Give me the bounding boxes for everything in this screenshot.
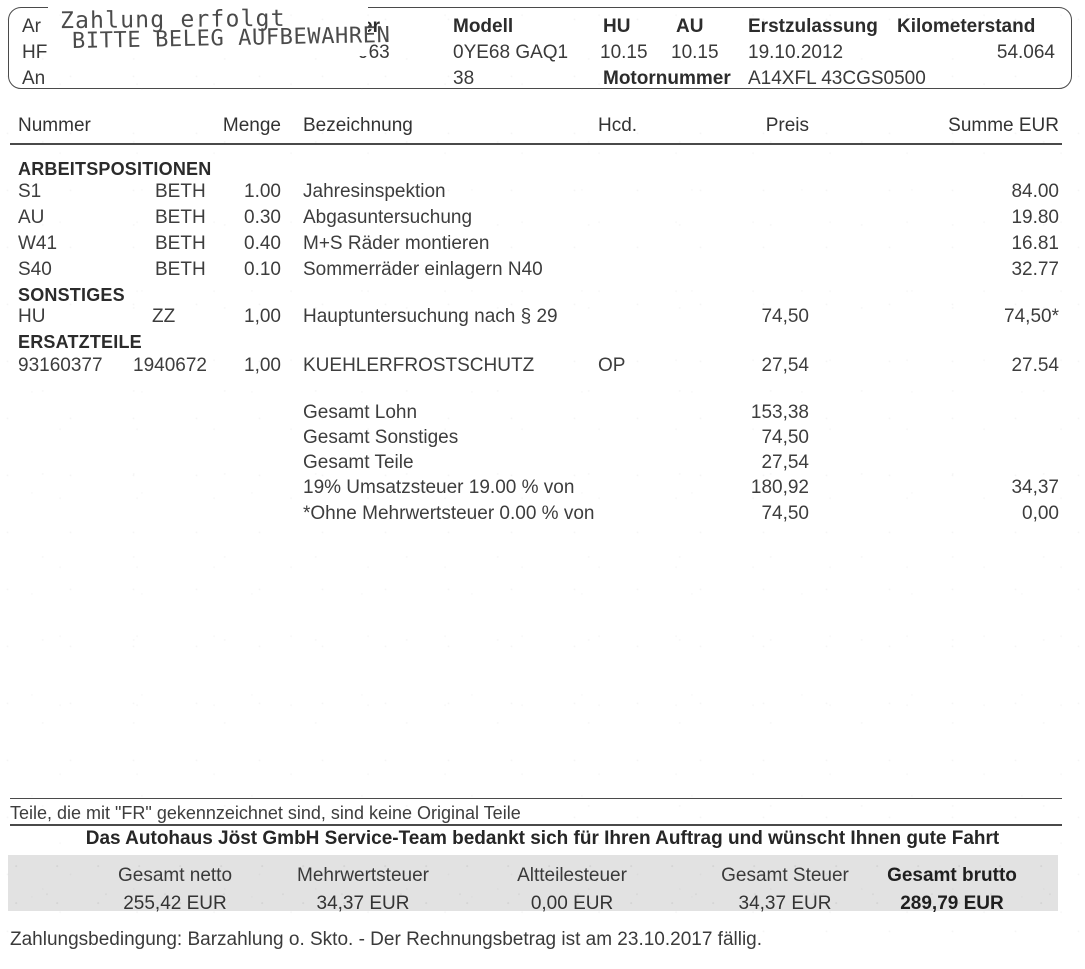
header-value-erstzulassung: 19.10.2012 [748, 42, 844, 63]
totals-amount: 180,92 [750, 477, 809, 498]
totals-label: *Ohne Mehrwertsteuer 0.00 % von [303, 503, 595, 524]
header-label-auftrag: Ar [22, 16, 41, 37]
header-value-modell: 0YE68 GAQ1 [453, 42, 569, 63]
row-preis: 74,50 [761, 306, 809, 327]
row-menge: 1.00 [244, 181, 281, 202]
row-menge: 1,00 [244, 306, 281, 327]
totals-amount: 27,54 [761, 452, 809, 473]
row-menge: 1,00 [244, 355, 281, 376]
header-label-modell: Modell [453, 16, 514, 37]
header-value-hu: 10.15 [600, 42, 648, 63]
row-summe: 27.54 [1011, 355, 1059, 376]
header-label-motornummer: Motornummer [603, 68, 731, 89]
col-header-hcd: Hcd. [598, 115, 638, 136]
col-header-nummer: Nummer [18, 115, 91, 136]
header-label-annahme: An [22, 68, 46, 89]
header-label-kilometerstand: Kilometerstand [897, 16, 1036, 37]
row-summe: 32.77 [1011, 259, 1059, 280]
summary-column-mehrwertsteuer: Mehrwertsteuer 34,37 EUR [243, 866, 483, 913]
summary-column-gesamt-steuer: Gesamt Steuer 34,37 EUR [665, 866, 905, 913]
row-code: BETH [155, 259, 206, 280]
row-menge: 0.30 [244, 207, 281, 228]
header-value-au: 10.15 [671, 42, 719, 63]
row-bezeichnung: M+S Räder montieren [303, 233, 490, 254]
totals-tax: 0,00 [1022, 503, 1059, 524]
row-bezeichnung: Hauptuntersuchung nach § 29 [303, 306, 558, 327]
row-summe: 74,50* [1004, 306, 1059, 327]
totals-label: Gesamt Lohn [303, 402, 418, 423]
stamp-mask [48, 4, 368, 56]
summary-label: Altteilesteuer [517, 865, 627, 886]
totals-tax: 34,37 [1011, 477, 1059, 498]
header-rule [10, 143, 1062, 145]
header-value-motornummer: A14XFL 43CGS0500 [748, 68, 926, 89]
summary-bar [8, 855, 1058, 911]
row-code: ZZ [152, 306, 176, 327]
row-code: BETH [155, 207, 206, 228]
summary-value: 255,42 EUR [123, 893, 227, 914]
row-menge: 0.40 [244, 233, 281, 254]
summary-label: Gesamt netto [117, 865, 233, 886]
footer-rule-mid [10, 824, 1062, 827]
row-nummer: S1 [18, 181, 42, 202]
col-header-summe: Summe EUR [948, 115, 1059, 136]
section-title-sonstiges: SONSTIGES [18, 285, 125, 305]
summary-column-netto: Gesamt netto 255,42 EUR [55, 866, 295, 913]
row-bezeichnung: KUEHLERFROSTSCHUTZ [303, 355, 535, 376]
summary-label: Gesamt brutto [887, 865, 1017, 886]
header-value-modell-extra: 38 [453, 68, 475, 89]
row-nummer: HU [18, 306, 46, 327]
row-nummer: 93160377 [18, 355, 103, 376]
header-label-hersteller: HF [22, 42, 48, 63]
summary-value: 34,37 EUR [738, 893, 832, 914]
totals-label: Gesamt Sonstiges [303, 427, 459, 448]
header-label-au: AU [676, 16, 704, 37]
totals-amount: 74,50 [761, 503, 809, 524]
summary-column-gesamt-brutto: Gesamt brutto 289,79 EUR [838, 866, 1066, 913]
footer-rule-top [10, 798, 1062, 800]
row-summe: 16.81 [1011, 233, 1059, 254]
row-bezeichnung: Sommerräder einlagern N40 [303, 259, 543, 280]
col-header-bezeichnung: Bezeichnung [303, 115, 413, 136]
header-label-hu: HU [603, 16, 631, 37]
row-nummer: AU [18, 207, 45, 228]
row-bezeichnung: Jahresinspektion [303, 181, 446, 202]
section-title-ersatzteile: ERSATZTEILE [18, 332, 142, 352]
header-label-erstzulassung: Erstzulassung [748, 16, 878, 37]
col-header-menge: Menge [222, 115, 281, 136]
summary-label: Mehrwertsteuer [297, 865, 429, 886]
summary-value: 0,00 EUR [530, 893, 614, 914]
vehicle-header-box [8, 7, 1072, 89]
summary-label: Gesamt Steuer [721, 865, 849, 886]
row-code: BETH [155, 233, 206, 254]
header-value-kilometerstand: 54.064 [996, 42, 1055, 63]
thank-you-message: Das Autohaus Jöst GmbH Service-Team beda… [85, 828, 1000, 849]
col-header-preis: Preis [765, 115, 809, 136]
summary-column-altteilesteuer: Altteilesteuer 0,00 EUR [452, 866, 692, 913]
row-code: BETH [155, 181, 206, 202]
row-preis: 27,54 [761, 355, 809, 376]
totals-amount: 153,38 [750, 402, 809, 423]
row-menge: 0.10 [244, 259, 281, 280]
section-title-arbeitspositionen: ARBEITSPOSITIONEN [18, 159, 212, 179]
parts-disclaimer: Teile, die mit "FR" gekennzeichnet sind,… [10, 803, 521, 823]
row-hcd: OP [598, 355, 626, 376]
row-code: 1940672 [133, 355, 207, 376]
row-summe: 19.80 [1011, 207, 1059, 228]
summary-bar-texture [8, 855, 1058, 911]
totals-amount: 74,50 [761, 427, 809, 448]
row-bezeichnung: Abgasuntersuchung [303, 207, 473, 228]
payment-terms: Zahlungsbedingung: Barzahlung o. Skto. -… [10, 929, 763, 950]
summary-value: 34,37 EUR [316, 893, 410, 914]
totals-label: 19% Umsatzsteuer 19.00 % von [303, 477, 575, 498]
row-nummer: S40 [18, 259, 52, 280]
totals-label: Gesamt Teile [303, 452, 414, 473]
row-nummer: W41 [18, 233, 58, 254]
summary-value: 289,79 EUR [900, 893, 1004, 914]
row-summe: 84.00 [1011, 181, 1059, 202]
